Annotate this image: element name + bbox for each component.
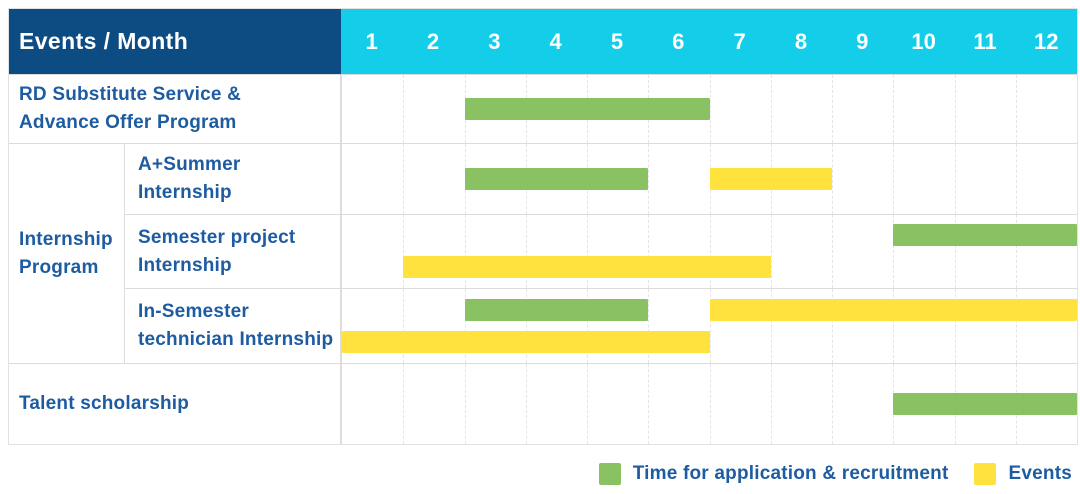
month-gridline [403,289,405,363]
month-gridline [770,364,772,444]
month-gridline [709,215,711,288]
chart-row-rd-substitute-advance-offer [341,74,1077,143]
group-label-internship-program: Internship Program [9,143,125,363]
chart-row-in-semester-technician-internship [341,288,1077,363]
row-label-rd-substitute-advance-offer: RD Substitute Service & Advance Offer Pro… [9,74,341,143]
month-gridline [403,215,405,288]
events-bar-m1-m6 [342,330,710,353]
month-gridline [648,144,650,214]
month-gridline [893,144,895,214]
month-gridline [464,289,466,363]
application-recruitment-bar-m10-m12 [893,224,1077,247]
row-label-line: RD Substitute Service & [19,84,242,105]
month-gridline [770,75,772,143]
events-month-table: Events / Month 1 2 3 4 5 6 7 8 9 10 11 12 Internshi… [8,8,1078,445]
legend-label-application: Time for application & recruitment [632,463,949,484]
month-gridline [1015,215,1017,288]
month-gridline [1015,289,1017,363]
month-gridline [648,215,650,288]
month-gridline [893,215,895,288]
chart-row-a-plus-summer-internship [341,143,1077,214]
month-gridline [525,215,527,288]
month-gridline [832,144,833,214]
legend: Time for application & recruitment Events [598,463,1072,485]
row-label-semester-project-internship: Semester project Internship [125,214,341,288]
row-label-line: Internship [138,254,232,276]
row-label-line: In-Semester [138,301,249,322]
table-header-cell: Events / Month [9,9,341,74]
month-gridline [954,144,956,214]
row-label-line: A+Summer [138,154,241,175]
events-bar-m7-m8 [709,168,832,190]
month-gridline [709,289,711,363]
legend-item-events: Events [974,463,1072,485]
month-gridline [587,215,588,288]
month-gridline [709,364,711,444]
month-header-2: 2 [426,28,440,54]
month-gridline [832,75,833,143]
row-label-line: technician Internship [138,329,334,350]
month-gridline [525,289,527,363]
month-gridline [954,75,956,143]
month-gridline [1015,75,1017,143]
month-gridline [770,289,772,363]
month-gridline [954,289,956,363]
month-gridline [648,289,650,363]
month-header-9: 9 [856,28,869,54]
row-label-a-plus-summer-internship: A+Summer Internship [125,143,341,214]
legend-label-events: Events [1008,463,1072,484]
application-recruitment-bar-m3-m5 [464,298,649,321]
month-gridline [403,144,405,214]
month-header-1: 1 [365,28,378,54]
month-gridline [893,289,895,363]
row-label-line: Semester project [138,226,296,248]
row-label-line: Talent scholarship [19,393,190,414]
table-header-title: Events / Month [19,28,189,54]
application-recruitment-bar-m3-m6 [464,98,710,120]
month-gridline [832,364,833,444]
month-header-10: 10 [911,28,936,54]
legend-swatch-application [598,463,621,485]
month-header-8: 8 [794,28,808,54]
row-label-line: Internship [138,182,232,203]
month-gridline [770,215,772,288]
month-gridline [525,364,527,444]
events-bar-m7-m12 [709,298,1077,321]
month-gridline [587,289,588,363]
month-header-3: 3 [488,28,501,54]
month-header-5: 5 [610,28,624,54]
month-header-11: 11 [973,28,997,54]
group-label-line: Internship [19,228,113,250]
month-gridline [403,364,405,444]
chart-row-semester-project-internship [341,214,1077,288]
month-gridline [832,215,833,288]
application-recruitment-bar-m3-m5 [464,168,649,190]
row-label-talent-scholarship: Talent scholarship [9,363,341,444]
month-header-4: 4 [549,28,562,54]
application-recruitment-bar-m10-m12 [893,393,1077,415]
group-label-line: Program [19,256,99,278]
month-header-row: 1 2 3 4 5 6 7 8 9 10 11 12 [341,9,1077,74]
chart-row-talent-scholarship [341,363,1077,444]
legend-item-application: Time for application & recruitment [598,463,949,485]
month-gridline [587,364,588,444]
month-gridline [954,215,956,288]
month-gridline [648,364,650,444]
month-gridline [893,75,895,143]
month-gridline [403,75,405,143]
month-gridline [1015,144,1017,214]
month-gridline [709,75,711,143]
month-header-6: 6 [672,28,685,54]
month-header-7: 7 [733,28,746,54]
month-gridline [464,215,466,288]
month-header-12: 12 [1034,28,1059,54]
month-gridline [464,364,466,444]
row-label-in-semester-technician-internship: In-Semester technician Internship [125,288,341,363]
legend-swatch-events [974,463,997,485]
month-gridline [832,289,833,363]
row-label-line: Advance Offer Program [19,112,237,133]
events-bar-m2-m7 [403,255,771,278]
